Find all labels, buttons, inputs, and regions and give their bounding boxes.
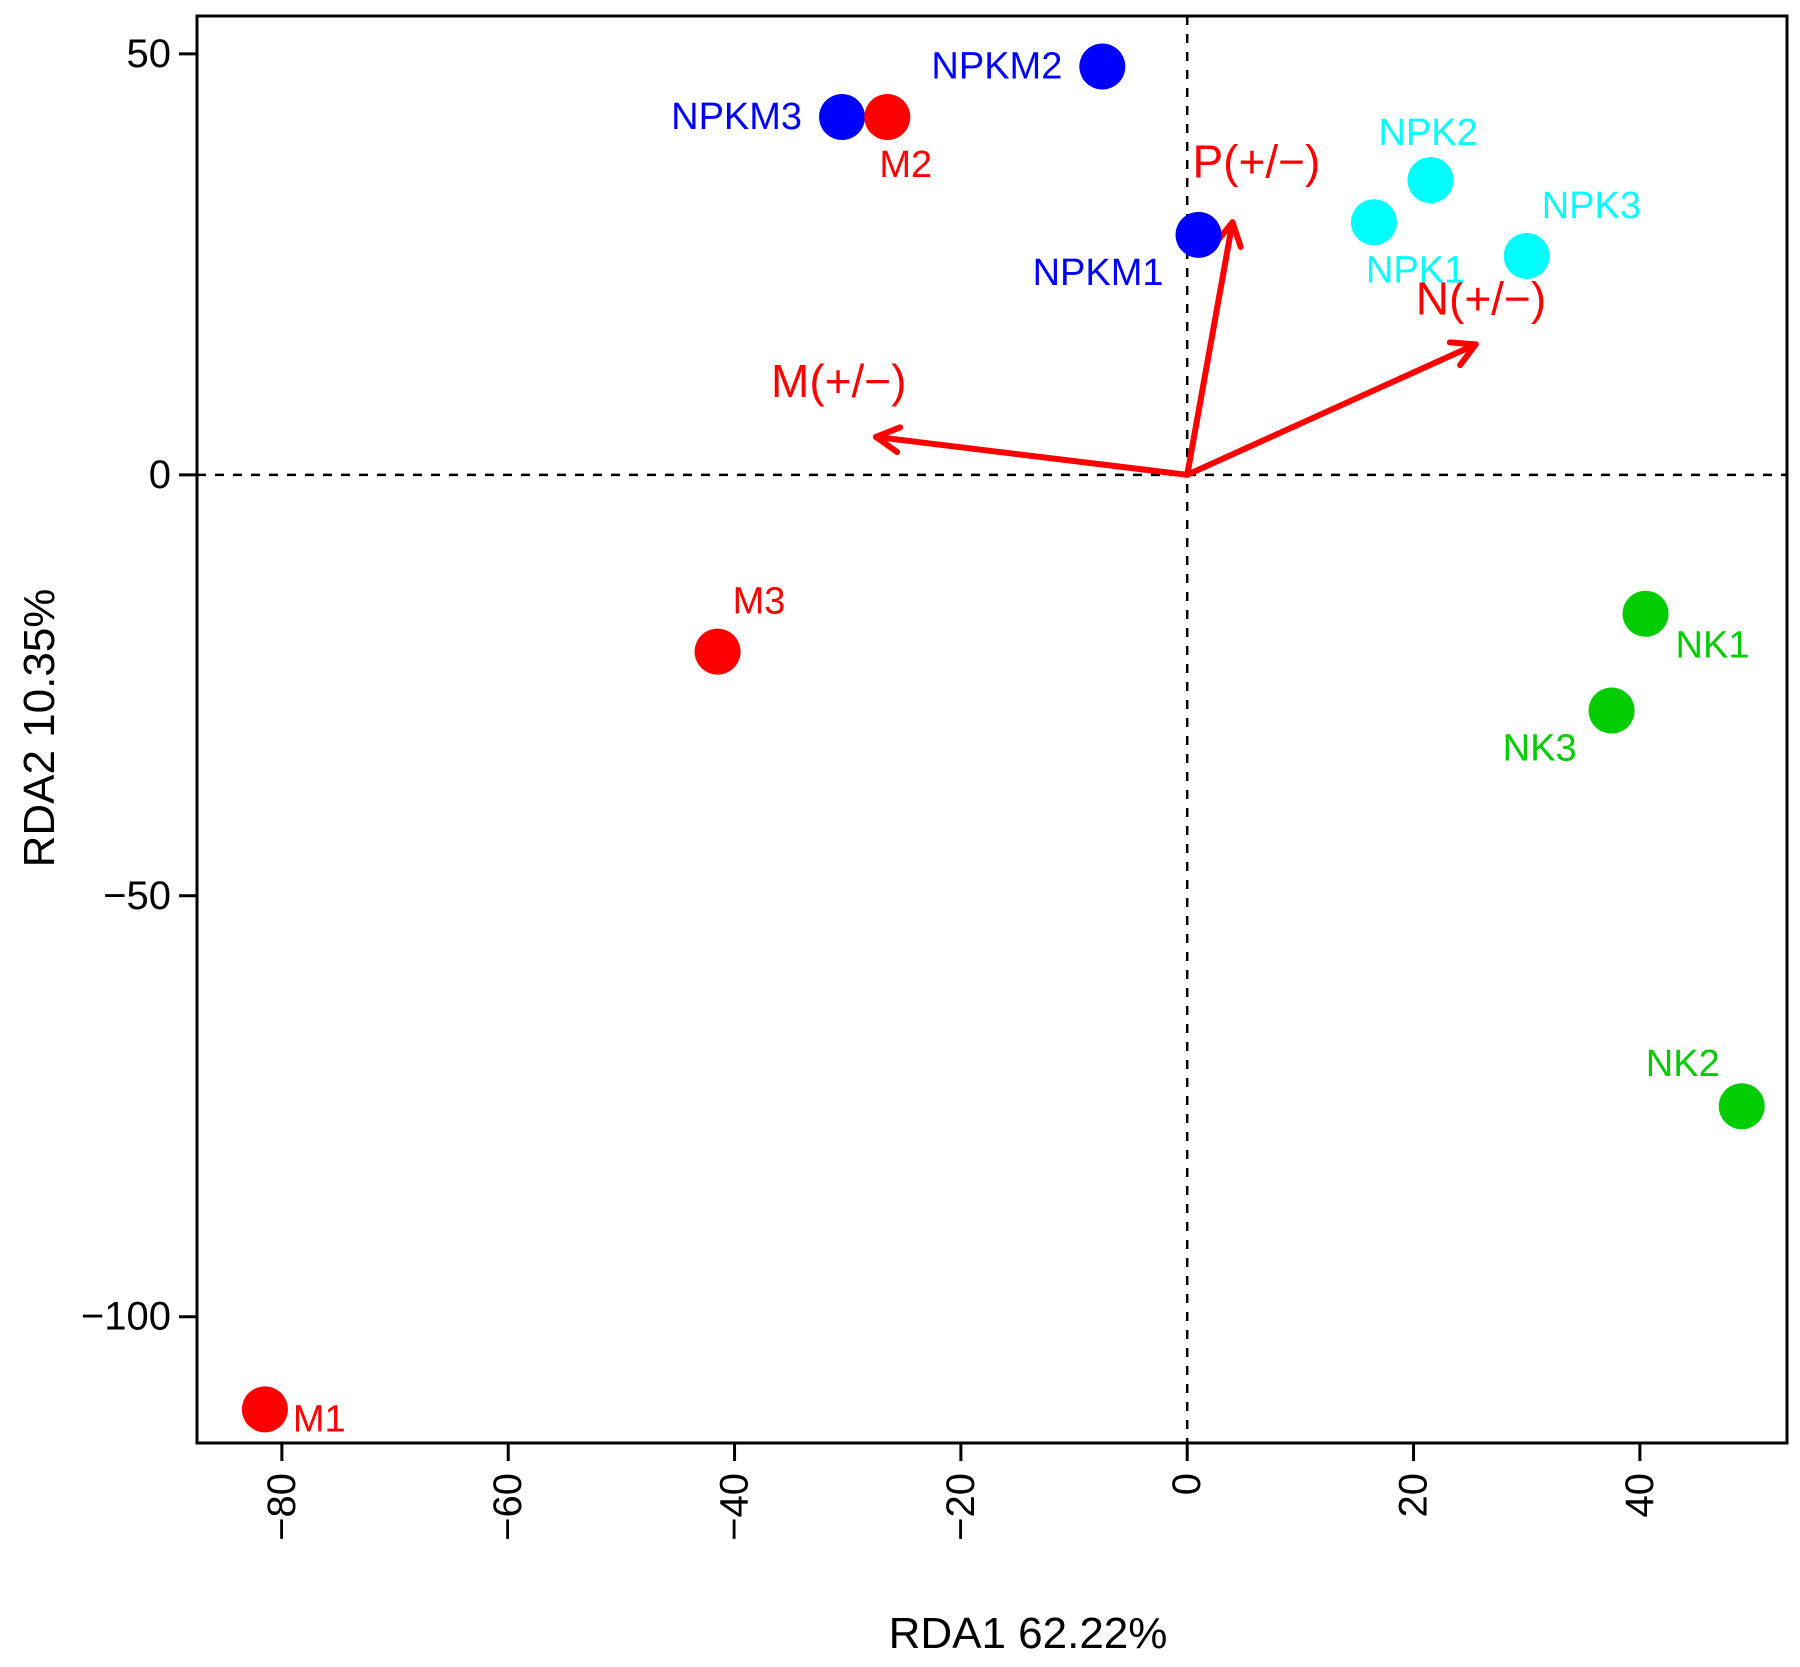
point-label: NK3: [1503, 728, 1577, 770]
point-label: M2: [879, 144, 932, 186]
point-marker: [864, 94, 911, 141]
arrow-n: N(+/−): [1184, 272, 1546, 478]
x-tick-label: 20: [1392, 1473, 1436, 1518]
point-marker: [819, 94, 866, 141]
x-axis: −80 −60 −40 −20 0 20 40: [260, 1441, 1662, 1541]
point-marker: [1503, 232, 1550, 279]
point-marker: [1175, 211, 1222, 258]
constraint-arrows: P(+/−) N(+/−) M(+/−): [771, 135, 1546, 478]
point-label: M1: [293, 1398, 346, 1440]
point-marker: [1622, 590, 1669, 637]
point-label: NPK1: [1366, 249, 1465, 291]
x-tick-label: −80: [260, 1473, 304, 1541]
x-tick-label: −40: [713, 1473, 757, 1541]
point-marker: [1350, 199, 1397, 246]
point-npk1: NPK1: [1350, 199, 1465, 291]
point-npk3: NPK3: [1503, 185, 1641, 279]
x-tick-label: 40: [1618, 1473, 1662, 1518]
arrow-shaft: [1184, 219, 1236, 478]
arrow-label: N(+/−): [1416, 272, 1546, 324]
point-label: NPKM2: [931, 46, 1062, 88]
y-tick-label: 0: [149, 453, 171, 497]
arrow-label: M(+/−): [771, 355, 906, 407]
point-marker: [1588, 687, 1635, 734]
point-nk3: NK3: [1503, 687, 1635, 770]
arrow-shaft: [873, 433, 1191, 478]
arrow-head: [1213, 219, 1244, 250]
point-label: NPKM1: [1033, 252, 1164, 294]
point-npkm1: NPKM1: [1033, 211, 1222, 294]
point-marker: [1407, 157, 1454, 204]
point-marker: [1079, 43, 1126, 90]
point-label: M3: [733, 581, 786, 623]
arrow-shaft: [1184, 341, 1479, 478]
arrow-head: [873, 424, 904, 456]
y-tick-label: −50: [103, 874, 171, 918]
point-marker: [241, 1386, 288, 1433]
point-m3: M3: [694, 581, 786, 675]
point-label: NPKM3: [671, 96, 802, 138]
point-nk2: NK2: [1646, 1043, 1765, 1130]
point-marker: [694, 628, 741, 675]
point-m2: M2: [864, 94, 932, 186]
x-tick-label: −60: [486, 1473, 530, 1541]
arrow-label: P(+/−): [1192, 135, 1320, 187]
point-label: NPK2: [1379, 112, 1478, 154]
point-npk2: NPK2: [1379, 112, 1478, 204]
point-npkm2: NPKM2: [931, 43, 1126, 90]
arrow-p: P(+/−): [1184, 135, 1320, 478]
point-label: NPK3: [1542, 185, 1641, 227]
point-nk1: NK1: [1622, 590, 1750, 667]
y-axis-title: RDA2 10.35%: [15, 589, 64, 868]
y-tick-label: −100: [81, 1295, 171, 1339]
point-m1: M1: [241, 1386, 346, 1440]
x-tick-label: −20: [939, 1473, 983, 1541]
y-tick-label: 50: [127, 32, 172, 76]
arrow-m: M(+/−): [771, 355, 1191, 478]
arrow-head: [1446, 339, 1479, 369]
point-label: NK2: [1646, 1043, 1720, 1085]
point-marker: [1718, 1083, 1765, 1130]
y-axis: 50 0 −50 −100: [81, 32, 199, 1339]
x-axis-title: RDA1 62.22%: [889, 1609, 1168, 1658]
x-tick-label: 0: [1165, 1473, 1209, 1495]
sample-points: NPKM2 NPKM3 M2 NPKM1 NPK2 NPK1 NPK3 M3 NK1 NK3 NK2…: [241, 43, 1765, 1440]
point-npkm3: NPKM3: [671, 94, 866, 141]
point-label: NK1: [1676, 625, 1750, 667]
